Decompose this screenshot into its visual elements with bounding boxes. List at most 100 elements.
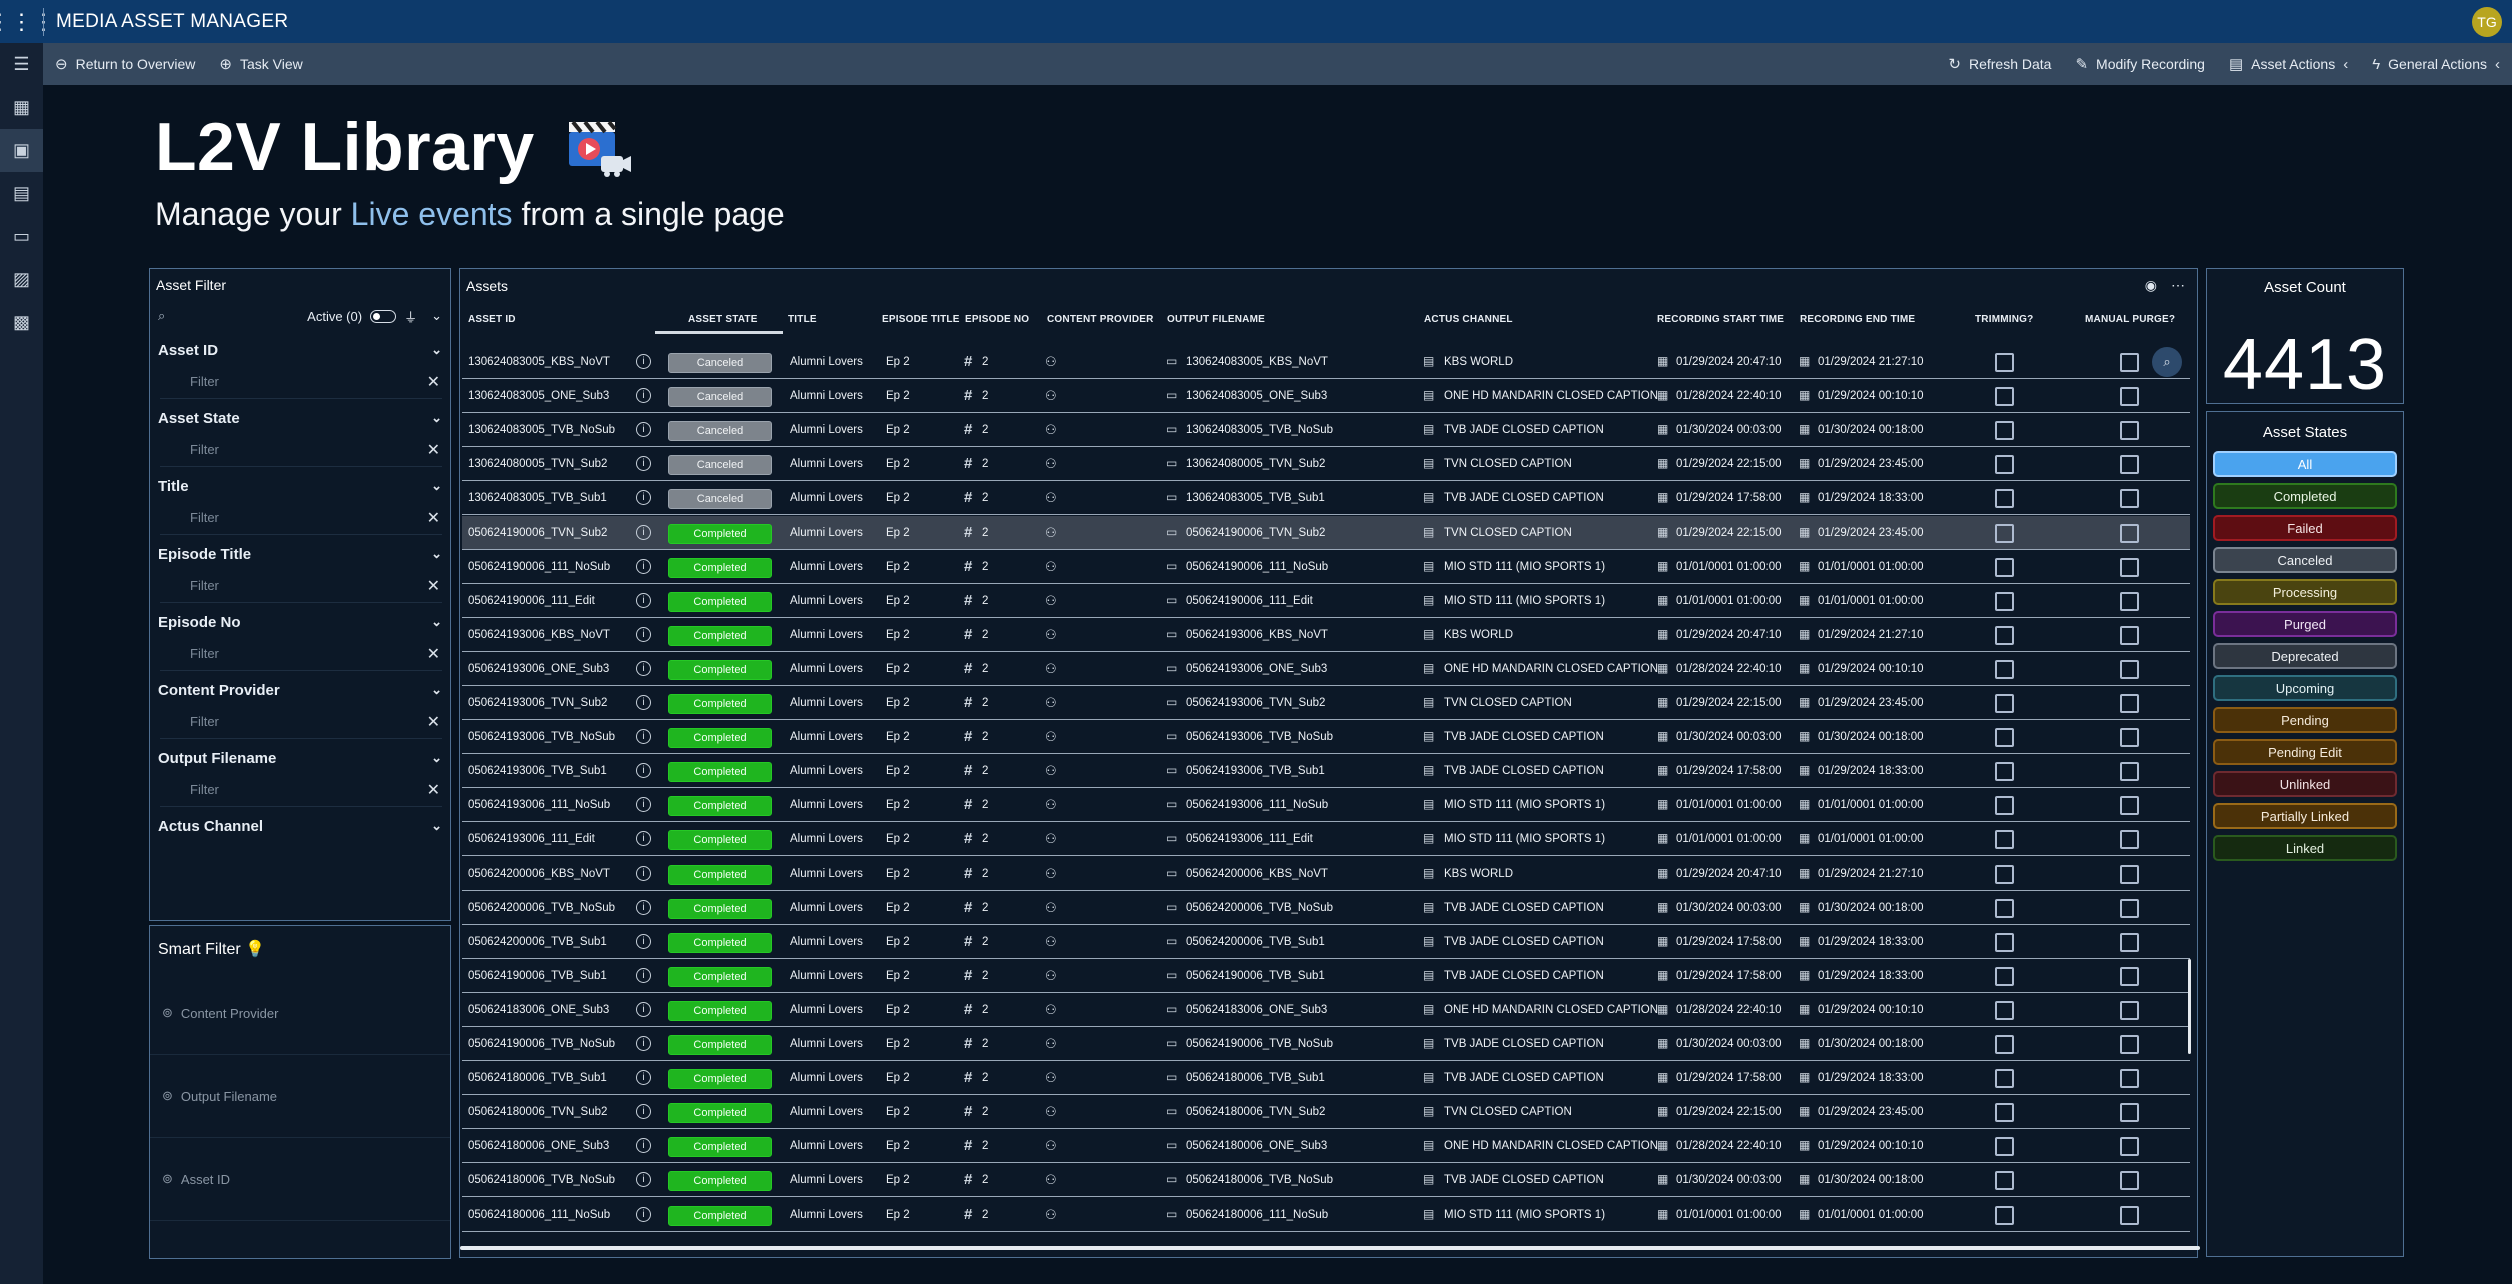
chevron-down-icon[interactable]: ⌄ bbox=[431, 614, 442, 629]
info-icon[interactable]: i bbox=[636, 354, 651, 369]
active-toggle[interactable] bbox=[370, 309, 397, 323]
manual-purge-checkbox[interactable] bbox=[2120, 625, 2139, 645]
info-icon[interactable]: i bbox=[636, 967, 651, 983]
filter-group-header[interactable]: Episode Title ⌄ bbox=[158, 539, 442, 569]
manual-purge-checkbox[interactable] bbox=[2120, 1035, 2139, 1054]
table-row[interactable]: 050624193006_111_NoSub i Completed Alumni L… bbox=[462, 788, 2190, 823]
state-filter-button[interactable]: Processing bbox=[2213, 579, 2397, 605]
manual-purge-checkbox[interactable] bbox=[2120, 898, 2139, 918]
manual-purge-checkbox[interactable] bbox=[2120, 523, 2139, 543]
filter-group-header[interactable]: Output Filename ⌄ bbox=[158, 743, 442, 773]
info-icon[interactable]: i bbox=[636, 592, 651, 608]
column-header[interactable]: MANUAL PURGE? bbox=[2085, 314, 2176, 325]
table-row[interactable]: 050624200006_TVB_NoSub i Completed Alumni L… bbox=[462, 891, 2190, 925]
close-icon[interactable]: ✕ bbox=[426, 373, 440, 391]
task-view-button[interactable]: ⊕ Task View bbox=[207, 43, 314, 85]
close-icon[interactable]: ✕ bbox=[426, 645, 440, 663]
column-header[interactable]: OUTPUT FILENAME bbox=[1167, 314, 1265, 325]
chevron-down-icon[interactable]: ⌄ bbox=[431, 546, 442, 561]
table-row[interactable]: 050624180006_TVN_Sub2 i Completed Alumni Lo… bbox=[462, 1095, 2190, 1130]
trimming-checkbox[interactable] bbox=[1995, 421, 2014, 441]
info-icon[interactable]: i bbox=[636, 1138, 651, 1154]
state-filter-button[interactable]: Unlinked bbox=[2213, 771, 2397, 797]
filter-input[interactable]: Filter ✕ bbox=[160, 501, 442, 535]
manual-purge-checkbox[interactable] bbox=[2120, 830, 2139, 850]
smart-filter-item[interactable]: ⊚ Output Filename bbox=[150, 1055, 450, 1138]
table-row[interactable]: 050624190006_TVB_Sub1 i Completed Alumni Lo… bbox=[462, 959, 2190, 993]
column-header[interactable]: ASSET STATE bbox=[688, 314, 758, 325]
filter-group-header[interactable]: Asset State ⌄ bbox=[158, 403, 442, 433]
manual-purge-checkbox[interactable] bbox=[2120, 659, 2139, 679]
search-icon[interactable]: ⌕ bbox=[158, 308, 166, 323]
info-icon[interactable]: i bbox=[636, 729, 651, 745]
info-icon[interactable]: i bbox=[636, 626, 651, 642]
column-header[interactable]: CONTENT PROVIDER bbox=[1047, 314, 1154, 325]
trimming-checkbox[interactable] bbox=[1995, 864, 2014, 884]
hamburger-icon[interactable]: ☰ bbox=[13, 54, 30, 74]
table-row[interactable]: 050624190006_111_NoSub i Completed Alumni L… bbox=[462, 550, 2190, 584]
column-header[interactable]: ACTUS CHANNEL bbox=[1424, 314, 1513, 325]
smart-filter-item[interactable]: ⊚ Asset ID bbox=[150, 1138, 450, 1221]
table-row[interactable]: 050624193006_TVN_Sub2 i Completed Alumni Lo… bbox=[462, 686, 2190, 720]
info-icon[interactable]: i bbox=[636, 456, 651, 472]
filter-group-header[interactable]: Episode No ⌄ bbox=[158, 607, 442, 637]
chevron-down-icon[interactable]: ⌄ bbox=[431, 818, 442, 833]
smart-filter-item[interactable]: ⊚ Content Provider bbox=[150, 972, 450, 1055]
manual-purge-checkbox[interactable] bbox=[2120, 966, 2139, 986]
manual-purge-checkbox[interactable] bbox=[2120, 796, 2139, 816]
info-icon[interactable]: i bbox=[636, 660, 651, 676]
info-icon[interactable]: i bbox=[636, 1070, 651, 1086]
state-filter-button[interactable]: Linked bbox=[2213, 835, 2397, 861]
manual-purge-checkbox[interactable] bbox=[2120, 1137, 2139, 1157]
state-filter-button[interactable]: Pending Edit bbox=[2213, 739, 2397, 765]
close-icon[interactable]: ✕ bbox=[426, 713, 440, 731]
manual-purge-checkbox[interactable] bbox=[2120, 694, 2139, 713]
info-icon[interactable]: i bbox=[636, 1001, 651, 1017]
close-icon[interactable]: ✕ bbox=[426, 509, 440, 527]
chevron-down-icon[interactable]: ⌄ bbox=[431, 342, 442, 357]
info-icon[interactable]: i bbox=[636, 1104, 651, 1120]
manual-purge-checkbox[interactable] bbox=[2120, 1171, 2139, 1191]
nav-document-icon[interactable]: ▭ bbox=[12, 226, 30, 246]
table-row[interactable]: 130624083005_KBS_NoVT i Canceled Alumni Lov… bbox=[462, 345, 2190, 379]
trimming-checkbox[interactable] bbox=[1995, 796, 2014, 816]
table-row[interactable]: 050624193006_111_Edit i Completed Alumni Lo… bbox=[462, 822, 2190, 857]
avatar[interactable]: TG bbox=[2472, 7, 2502, 37]
filter-input[interactable]: Filter ✕ bbox=[160, 705, 442, 739]
filter-input[interactable]: Filter ✕ bbox=[160, 569, 442, 603]
column-header[interactable]: RECORDING END TIME bbox=[1800, 314, 1916, 325]
close-icon[interactable]: ✕ bbox=[426, 441, 440, 459]
manual-purge-checkbox[interactable] bbox=[2120, 1103, 2139, 1123]
table-row[interactable]: 050624180006_TVB_NoSub i Completed Alumni L… bbox=[462, 1163, 2190, 1198]
general-actions-button[interactable]: ϟ General Actions ‹ bbox=[2360, 43, 2512, 85]
trimming-checkbox[interactable] bbox=[1995, 1137, 2014, 1157]
nav-media-icon[interactable]: ▤ bbox=[12, 183, 30, 203]
chevron-down-icon[interactable]: ⌄ bbox=[431, 682, 442, 697]
column-header[interactable]: TRIMMING? bbox=[1975, 314, 2034, 325]
info-icon[interactable]: i bbox=[636, 1206, 651, 1222]
table-row[interactable]: 050624180006_111_NoSub i Completed Alumni L… bbox=[462, 1198, 2190, 1232]
trimming-checkbox[interactable] bbox=[1995, 455, 2014, 475]
table-row[interactable]: 130624080005_TVN_Sub2 i Canceled Alumni Lov… bbox=[462, 447, 2190, 482]
manual-purge-checkbox[interactable] bbox=[2120, 455, 2139, 475]
filter-group-header[interactable]: Content Provider ⌄ bbox=[158, 675, 442, 705]
info-icon[interactable]: i bbox=[636, 558, 651, 574]
chevron-down-icon[interactable]: ⌄ bbox=[431, 410, 442, 425]
table-row[interactable]: 050624193006_TVB_NoSub i Completed Alumni L… bbox=[462, 720, 2190, 755]
info-icon[interactable]: i bbox=[636, 865, 651, 881]
column-header[interactable]: TITLE bbox=[788, 314, 817, 325]
info-icon[interactable]: i bbox=[636, 422, 651, 438]
info-icon[interactable]: i bbox=[636, 490, 651, 506]
filter-input[interactable]: Filter ✕ bbox=[160, 365, 442, 399]
table-row[interactable]: 130624083005_TVB_Sub1 i Canceled Alumni Lov… bbox=[462, 481, 2190, 516]
refresh-data-button[interactable]: ↻ Refresh Data bbox=[1936, 43, 2063, 85]
trimming-checkbox[interactable] bbox=[1995, 659, 2014, 679]
chevron-down-icon[interactable]: ⌄ bbox=[431, 478, 442, 493]
filter-input[interactable]: Filter ✕ bbox=[160, 433, 442, 467]
close-icon[interactable]: ✕ bbox=[426, 781, 440, 799]
trimming-checkbox[interactable] bbox=[1995, 1000, 2014, 1020]
info-icon[interactable]: i bbox=[636, 1036, 651, 1051]
trimming-checkbox[interactable] bbox=[1995, 1069, 2014, 1089]
trimming-checkbox[interactable] bbox=[1995, 762, 2014, 782]
manual-purge-checkbox[interactable] bbox=[2120, 1205, 2139, 1225]
